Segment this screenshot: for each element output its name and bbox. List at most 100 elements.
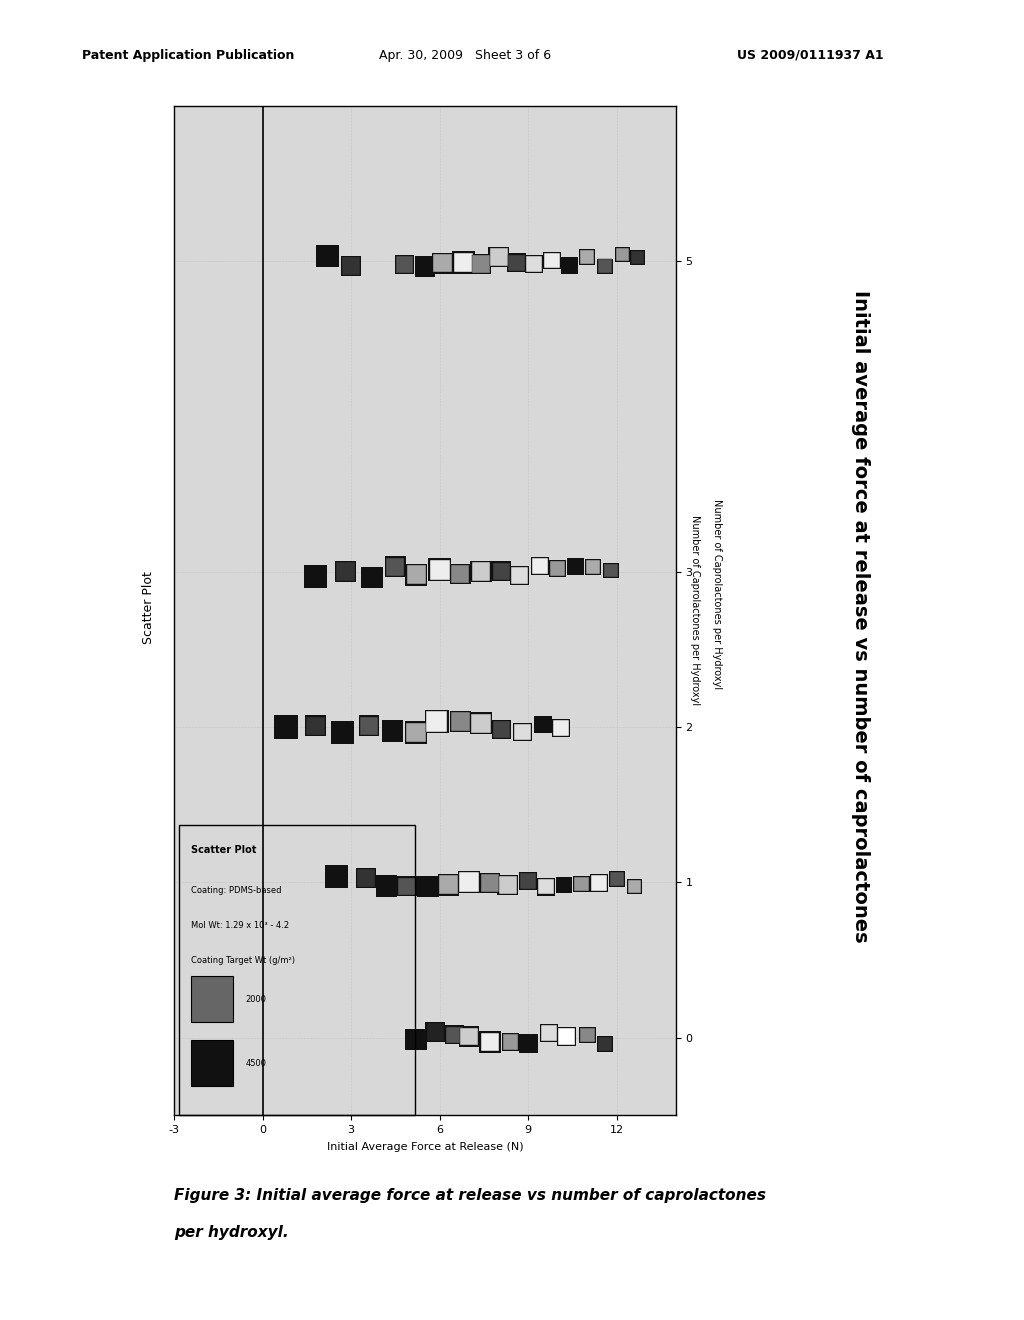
Point — [408, 1028, 424, 1049]
Point — [357, 867, 374, 888]
Point — [597, 256, 613, 277]
Point — [453, 710, 469, 731]
Point — [334, 722, 350, 743]
Point — [360, 715, 377, 737]
Point — [494, 719, 510, 741]
Point — [364, 566, 380, 587]
Point — [511, 565, 527, 586]
Point — [591, 873, 607, 894]
Point — [481, 1031, 498, 1052]
Point — [481, 1031, 498, 1052]
Point — [614, 244, 631, 265]
Y-axis label: Number of Caprolactones per Hydroxyl: Number of Caprolactones per Hydroxyl — [689, 515, 699, 706]
Point — [453, 564, 469, 585]
Point — [580, 1024, 596, 1045]
Point — [567, 556, 584, 577]
Point — [408, 564, 424, 585]
Text: US 2009/0111937 A1: US 2009/0111937 A1 — [737, 49, 884, 62]
Point — [408, 722, 424, 743]
Point — [614, 244, 631, 265]
Point — [608, 869, 625, 890]
Text: Coating: PDMS-based: Coating: PDMS-based — [190, 886, 282, 895]
Point — [329, 866, 345, 887]
Text: per hydroxyl.: per hydroxyl. — [174, 1225, 289, 1239]
Point — [520, 1032, 537, 1053]
Point — [427, 1022, 443, 1043]
Point — [461, 1026, 477, 1047]
Bar — [190, 1040, 233, 1086]
Point — [420, 875, 436, 896]
Point — [520, 870, 537, 891]
Point — [329, 866, 345, 887]
Point — [440, 874, 457, 895]
Point — [379, 875, 395, 896]
Point — [408, 1028, 424, 1049]
Point — [461, 871, 477, 892]
Point — [455, 252, 471, 273]
Point — [580, 247, 596, 268]
Point — [567, 556, 584, 577]
Point — [520, 1032, 537, 1053]
Point — [408, 564, 424, 585]
Point — [384, 721, 400, 742]
Point — [597, 1034, 613, 1055]
Point — [473, 561, 489, 582]
Text: Initial average force at release vs number of caprolactones: Initial average force at release vs numb… — [851, 290, 869, 942]
Point — [508, 252, 524, 273]
Point — [630, 247, 646, 268]
Point — [455, 252, 471, 273]
Point — [580, 1024, 596, 1045]
Point — [387, 556, 403, 577]
Text: Coating Target Wt (g/m²): Coating Target Wt (g/m²) — [190, 956, 295, 965]
Point — [573, 874, 590, 895]
Point — [357, 867, 374, 888]
Point — [585, 556, 601, 577]
Point — [307, 566, 324, 587]
Point — [399, 875, 416, 896]
Point — [514, 722, 530, 743]
Point — [541, 1023, 557, 1044]
Point — [511, 565, 527, 586]
Bar — [190, 975, 233, 1023]
Point — [446, 1024, 463, 1045]
Text: Mol Wt: 1.29 x 10³ - 4.2: Mol Wt: 1.29 x 10³ - 4.2 — [190, 921, 289, 929]
Point — [434, 252, 451, 273]
Point — [343, 256, 359, 277]
Point — [461, 871, 477, 892]
Point — [334, 722, 350, 743]
Point — [427, 1022, 443, 1043]
Point — [446, 1024, 463, 1045]
Point — [420, 875, 436, 896]
Point — [429, 711, 445, 733]
Point — [396, 255, 413, 276]
Point — [580, 247, 596, 268]
Point — [417, 256, 433, 277]
Point — [364, 566, 380, 587]
Point — [550, 557, 566, 578]
Text: Scatter Plot: Scatter Plot — [190, 845, 256, 855]
Point — [279, 717, 295, 738]
Point — [494, 561, 510, 582]
Point — [429, 711, 445, 733]
Text: Figure 3: Initial average force at release vs number of caprolactones: Figure 3: Initial average force at relea… — [174, 1188, 766, 1203]
Point — [597, 256, 613, 277]
Point — [440, 874, 457, 895]
Point — [408, 722, 424, 743]
Point — [337, 561, 353, 582]
Point — [561, 255, 578, 276]
Point — [360, 715, 377, 737]
Point — [481, 873, 498, 894]
Point — [387, 556, 403, 577]
Text: 4500: 4500 — [245, 1059, 266, 1068]
Point — [603, 560, 620, 581]
Point — [630, 247, 646, 268]
Point — [553, 717, 569, 738]
Point — [379, 875, 395, 896]
Point — [558, 1026, 574, 1047]
Point — [531, 556, 548, 577]
Point — [307, 715, 324, 737]
Point — [544, 249, 560, 271]
Point — [535, 714, 551, 735]
Point — [573, 874, 590, 895]
Point — [585, 556, 601, 577]
